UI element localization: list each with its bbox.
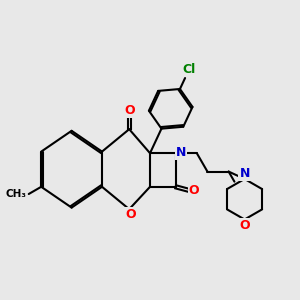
- Text: CH₃: CH₃: [5, 189, 26, 199]
- Text: O: O: [124, 104, 134, 117]
- Text: O: O: [239, 219, 250, 232]
- Text: O: O: [189, 184, 200, 197]
- Text: N: N: [239, 167, 250, 180]
- Text: N: N: [176, 146, 186, 159]
- Text: Cl: Cl: [182, 63, 196, 76]
- Text: O: O: [125, 208, 136, 221]
